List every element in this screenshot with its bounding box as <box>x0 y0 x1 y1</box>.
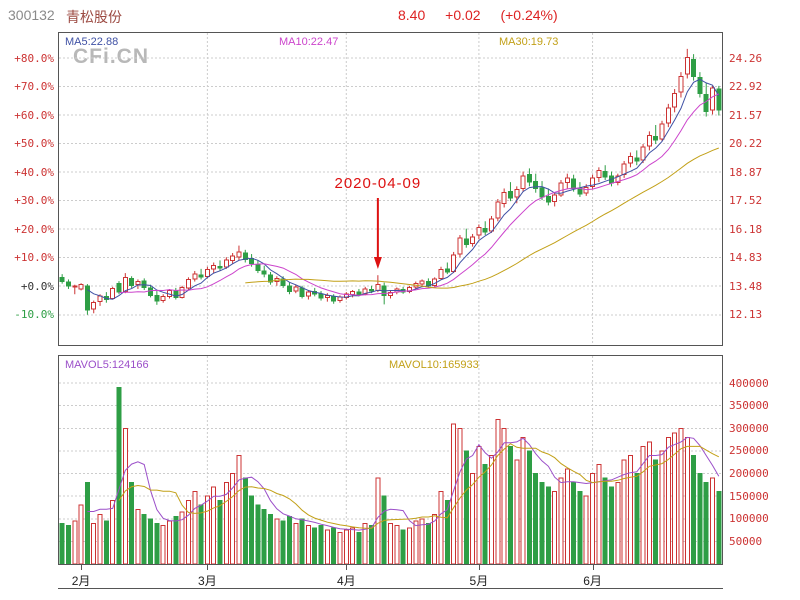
last-price: 8.40 <box>398 7 426 23</box>
stock-code: 300132 <box>8 7 55 23</box>
volume-axis-label: 350000 <box>729 399 769 413</box>
percent-axis-label: +60.0% <box>14 108 54 122</box>
price-chart-panel: CFi.CN MA5:22.88 MA10:22.47 MA30:19.73 2… <box>58 32 723 346</box>
ma30-label: MA30:19.73 <box>499 36 559 48</box>
volume-bars <box>59 387 722 564</box>
ma5-label: MA5:22.88 <box>65 36 119 48</box>
percent-axis-label: +10.0% <box>14 251 54 265</box>
stock-name: 青松股份 <box>66 9 122 25</box>
percent-axis-label: +40.0% <box>14 165 54 179</box>
mavol10-label: MAVOL10:165933 <box>389 359 479 371</box>
mavol-lines <box>87 436 720 531</box>
month-label: 3月 <box>198 574 217 588</box>
volume-axis-label: 300000 <box>729 421 769 435</box>
percent-axis-label: -10.0% <box>14 308 54 322</box>
month-label: 4月 <box>336 574 356 588</box>
ma5-line <box>87 78 720 300</box>
volume-axis-label: 400000 <box>729 376 769 390</box>
percent-axis-label: +20.0% <box>14 222 54 236</box>
price-axis-label: 24.26 <box>729 51 763 65</box>
volume-axis-label: 100000 <box>729 512 769 526</box>
percent-axis-label: +30.0% <box>14 194 54 208</box>
ma-lines <box>87 78 720 300</box>
month-tick <box>207 565 209 570</box>
x-axis-line <box>58 588 723 589</box>
price-axis-label: 14.83 <box>729 251 763 265</box>
month-tick <box>592 565 594 570</box>
price-axis-label: 22.92 <box>729 80 763 94</box>
month-tick <box>478 565 480 570</box>
candles <box>59 48 722 315</box>
price-axis-label: 18.87 <box>729 165 763 179</box>
price-change: +0.02 <box>445 7 481 23</box>
mavol10-line <box>118 443 720 529</box>
volume-axis-label: 150000 <box>729 489 769 503</box>
annotation-date: 2020-04-09 <box>334 175 422 192</box>
volume-axis-label: 200000 <box>729 467 769 481</box>
price-axis-label: 16.18 <box>729 222 763 236</box>
volume-axis-label: 250000 <box>729 444 769 458</box>
percent-axis-label: +70.0% <box>14 80 54 94</box>
month-tick <box>346 565 348 570</box>
ma30-line <box>245 147 719 289</box>
price-axis-label: 21.57 <box>729 108 763 122</box>
price-axis-label: 13.48 <box>729 279 763 293</box>
month-label: 6月 <box>583 574 602 588</box>
price-axis-label: 12.13 <box>729 308 763 322</box>
price-axis-label: 17.52 <box>729 194 763 208</box>
percent-axis-label: +80.0% <box>14 51 54 65</box>
month-label: 2月 <box>71 574 91 588</box>
annotation-arrow <box>373 198 382 269</box>
mavol5-line <box>87 436 720 531</box>
price-quote: 8.40 +0.02 (+0.24%) <box>398 7 574 23</box>
percent-axis-label: +50.0% <box>14 137 54 151</box>
volume-axis-label: 50000 <box>729 534 763 548</box>
month-tick <box>81 565 83 570</box>
volume-panel: MAVOL5:124166 MAVOL10:165933 <box>58 355 723 565</box>
percent-axis-label: +0.0% <box>20 279 54 293</box>
ma10-label: MA10:22.47 <box>279 36 339 48</box>
month-label: 5月 <box>469 574 489 588</box>
price-axis-label: 20.22 <box>729 137 763 151</box>
watermark: CFi.CN <box>73 45 149 68</box>
volume-chart <box>59 356 722 564</box>
candlestick-chart <box>59 33 722 345</box>
mavol5-label: MAVOL5:124166 <box>65 359 149 371</box>
price-change-pct: (+0.24%) <box>500 7 558 23</box>
ma10-line <box>118 93 720 296</box>
